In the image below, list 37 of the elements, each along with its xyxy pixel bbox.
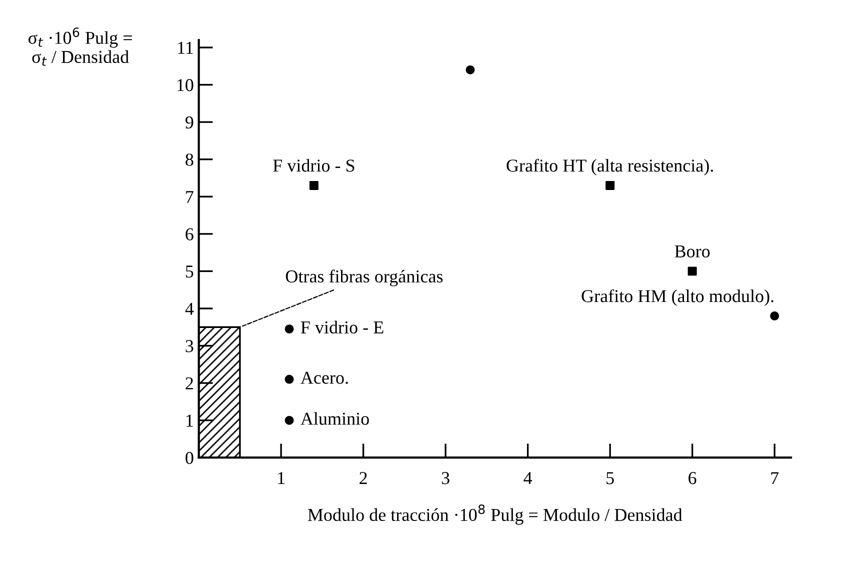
annotation: Grafito HM (alto modulo). [582,289,774,306]
x-tick-label: 6 [688,472,696,484]
point [770,311,780,320]
point [284,324,294,334]
annotation: F vidrio - E [300,320,384,334]
y-tick-label: 7 [186,191,194,203]
annotation: Acero. [300,372,348,384]
point [309,180,318,190]
y-tick-label: 3 [186,340,194,352]
y-tick-label: 4 [185,302,194,315]
x-tick-label: 7 [771,472,779,484]
annotation: Grafito HT (alta resistencia). [506,158,713,176]
x-tick-label: 1 [278,472,284,484]
point [284,374,294,384]
annotation: Aluminio [300,412,369,425]
x-tick-label: 4 [524,472,532,484]
y-tick-label: 2 [186,377,193,390]
x-axis-title: Modulo de tracción ·10$^{8}$ Pulg = Modulo / Densidad [308,504,682,525]
point [606,180,615,190]
x-tick-label: 5 [606,472,614,484]
y-tick-label: 0 [186,452,194,464]
point [688,266,697,276]
annotation: F vidrio - S [273,159,354,172]
y-tick-label: 1 [186,414,193,427]
text: σ$_{t}$ ·10$^{6}$ Pulg = σ$_{t}$ / Densidad [28,28,132,66]
annotation: Boro [674,245,710,258]
y-tick-label: 5 [186,266,194,278]
point [284,416,294,425]
y-tick-label: 6 [186,228,194,240]
x-tick-label: 3 [442,472,450,484]
point [466,65,475,74]
y-tick-label: 8 [186,154,194,166]
y-tick-label: 9 [186,116,194,129]
y-tick-label: 11 [178,42,193,54]
annotation: Otras fibras orgánicas [286,270,443,286]
x-tick-label: 2 [360,472,367,484]
y-tick-label: 10 [177,79,194,92]
